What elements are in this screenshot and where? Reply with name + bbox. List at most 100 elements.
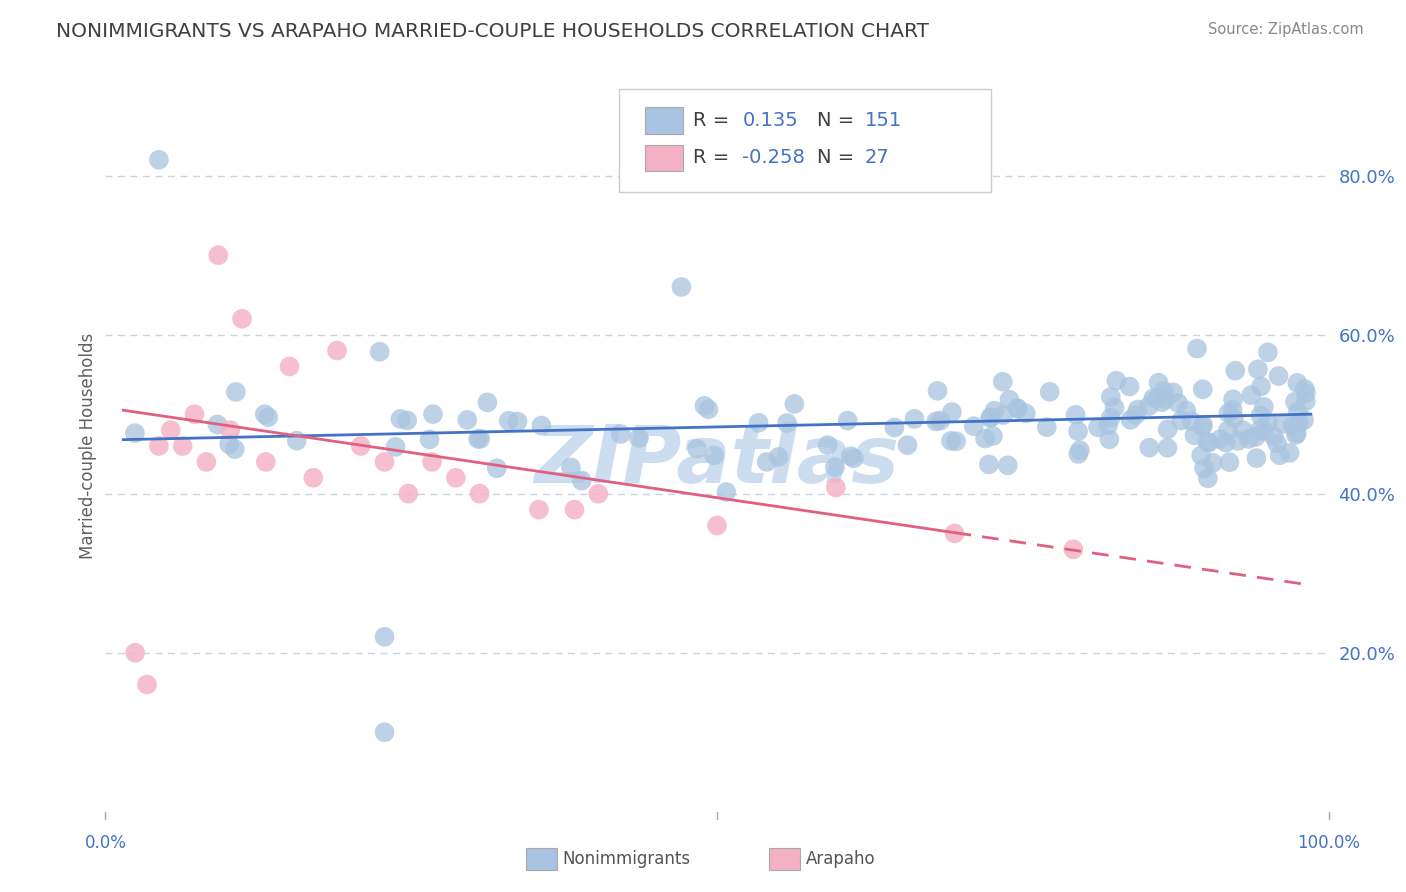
Point: [693, 399, 716, 413]
Point: [980, 410, 1002, 425]
Point: [755, 455, 778, 469]
Point: [998, 392, 1021, 407]
Point: [842, 451, 865, 466]
Text: Nonimmigrants: Nonimmigrants: [562, 850, 690, 868]
Point: [1281, 418, 1303, 433]
Point: [1253, 400, 1275, 414]
Point: [1268, 448, 1291, 462]
Point: [1191, 382, 1213, 396]
Point: [207, 417, 229, 432]
Point: [527, 502, 550, 516]
Point: [1150, 395, 1173, 409]
Point: [993, 408, 1015, 422]
Point: [564, 502, 586, 516]
Point: [768, 450, 790, 464]
Point: [1216, 424, 1239, 438]
Point: [1156, 441, 1178, 455]
Point: [1142, 391, 1164, 405]
Point: [1240, 388, 1263, 402]
Point: [1153, 384, 1175, 398]
Point: [1288, 416, 1310, 430]
Point: [783, 397, 806, 411]
Point: [1154, 392, 1177, 407]
Point: [231, 311, 253, 326]
Point: [419, 433, 441, 447]
Point: [422, 407, 444, 421]
Point: [1250, 379, 1272, 393]
Point: [981, 429, 1004, 443]
Text: Arapaho: Arapaho: [806, 850, 876, 868]
Point: [1237, 432, 1260, 446]
Point: [1246, 451, 1268, 466]
Point: [183, 407, 205, 421]
Point: [883, 420, 905, 434]
Point: [703, 448, 725, 462]
Point: [1105, 374, 1128, 388]
Point: [571, 474, 593, 488]
Point: [1036, 420, 1059, 434]
Point: [1137, 399, 1160, 413]
Point: [159, 423, 181, 437]
Point: [373, 725, 395, 739]
Point: [1284, 394, 1306, 409]
Point: [1249, 423, 1271, 437]
Point: [326, 343, 349, 358]
Point: [748, 416, 770, 430]
Point: [1218, 455, 1240, 469]
Text: -0.258: -0.258: [742, 148, 806, 168]
Point: [1181, 414, 1204, 428]
Point: [396, 413, 419, 427]
Point: [1191, 419, 1213, 434]
Point: [498, 414, 520, 428]
Point: [136, 677, 159, 691]
Point: [1215, 435, 1237, 450]
Point: [1184, 428, 1206, 442]
Point: [124, 426, 146, 441]
Point: [1175, 403, 1198, 417]
Point: [1137, 441, 1160, 455]
Point: [384, 440, 406, 454]
Point: [1222, 402, 1244, 417]
Point: [903, 412, 925, 426]
Point: [1015, 406, 1038, 420]
Point: [195, 455, 218, 469]
Text: 27: 27: [865, 148, 890, 168]
Point: [477, 395, 499, 409]
Point: [254, 455, 277, 469]
Point: [983, 403, 1005, 417]
Point: [1265, 436, 1288, 450]
Point: [444, 471, 467, 485]
Text: R =: R =: [693, 111, 735, 130]
Point: [941, 405, 963, 419]
Point: [1161, 385, 1184, 400]
Point: [224, 442, 246, 457]
Point: [1062, 542, 1084, 557]
Point: [1286, 376, 1309, 390]
Text: N =: N =: [817, 148, 860, 168]
Point: [420, 455, 443, 469]
Point: [1227, 434, 1250, 448]
Point: [1223, 411, 1246, 425]
Point: [1225, 364, 1247, 378]
Point: [1263, 430, 1285, 444]
Point: [945, 434, 967, 449]
Text: 100.0%: 100.0%: [1298, 834, 1360, 852]
Point: [609, 427, 631, 442]
Point: [1185, 342, 1208, 356]
Point: [1198, 435, 1220, 450]
Point: [1247, 362, 1270, 376]
Point: [1197, 434, 1219, 449]
Point: [1147, 376, 1170, 390]
Point: [1189, 449, 1212, 463]
Point: [148, 439, 170, 453]
Point: [1294, 382, 1316, 396]
Point: [1222, 392, 1244, 407]
Point: [530, 418, 553, 433]
Text: Source: ZipAtlas.com: Source: ZipAtlas.com: [1208, 22, 1364, 37]
Point: [1087, 420, 1109, 434]
Point: [943, 526, 966, 541]
Point: [1156, 422, 1178, 436]
Point: [456, 413, 478, 427]
Point: [1232, 423, 1254, 437]
Point: [588, 486, 610, 500]
